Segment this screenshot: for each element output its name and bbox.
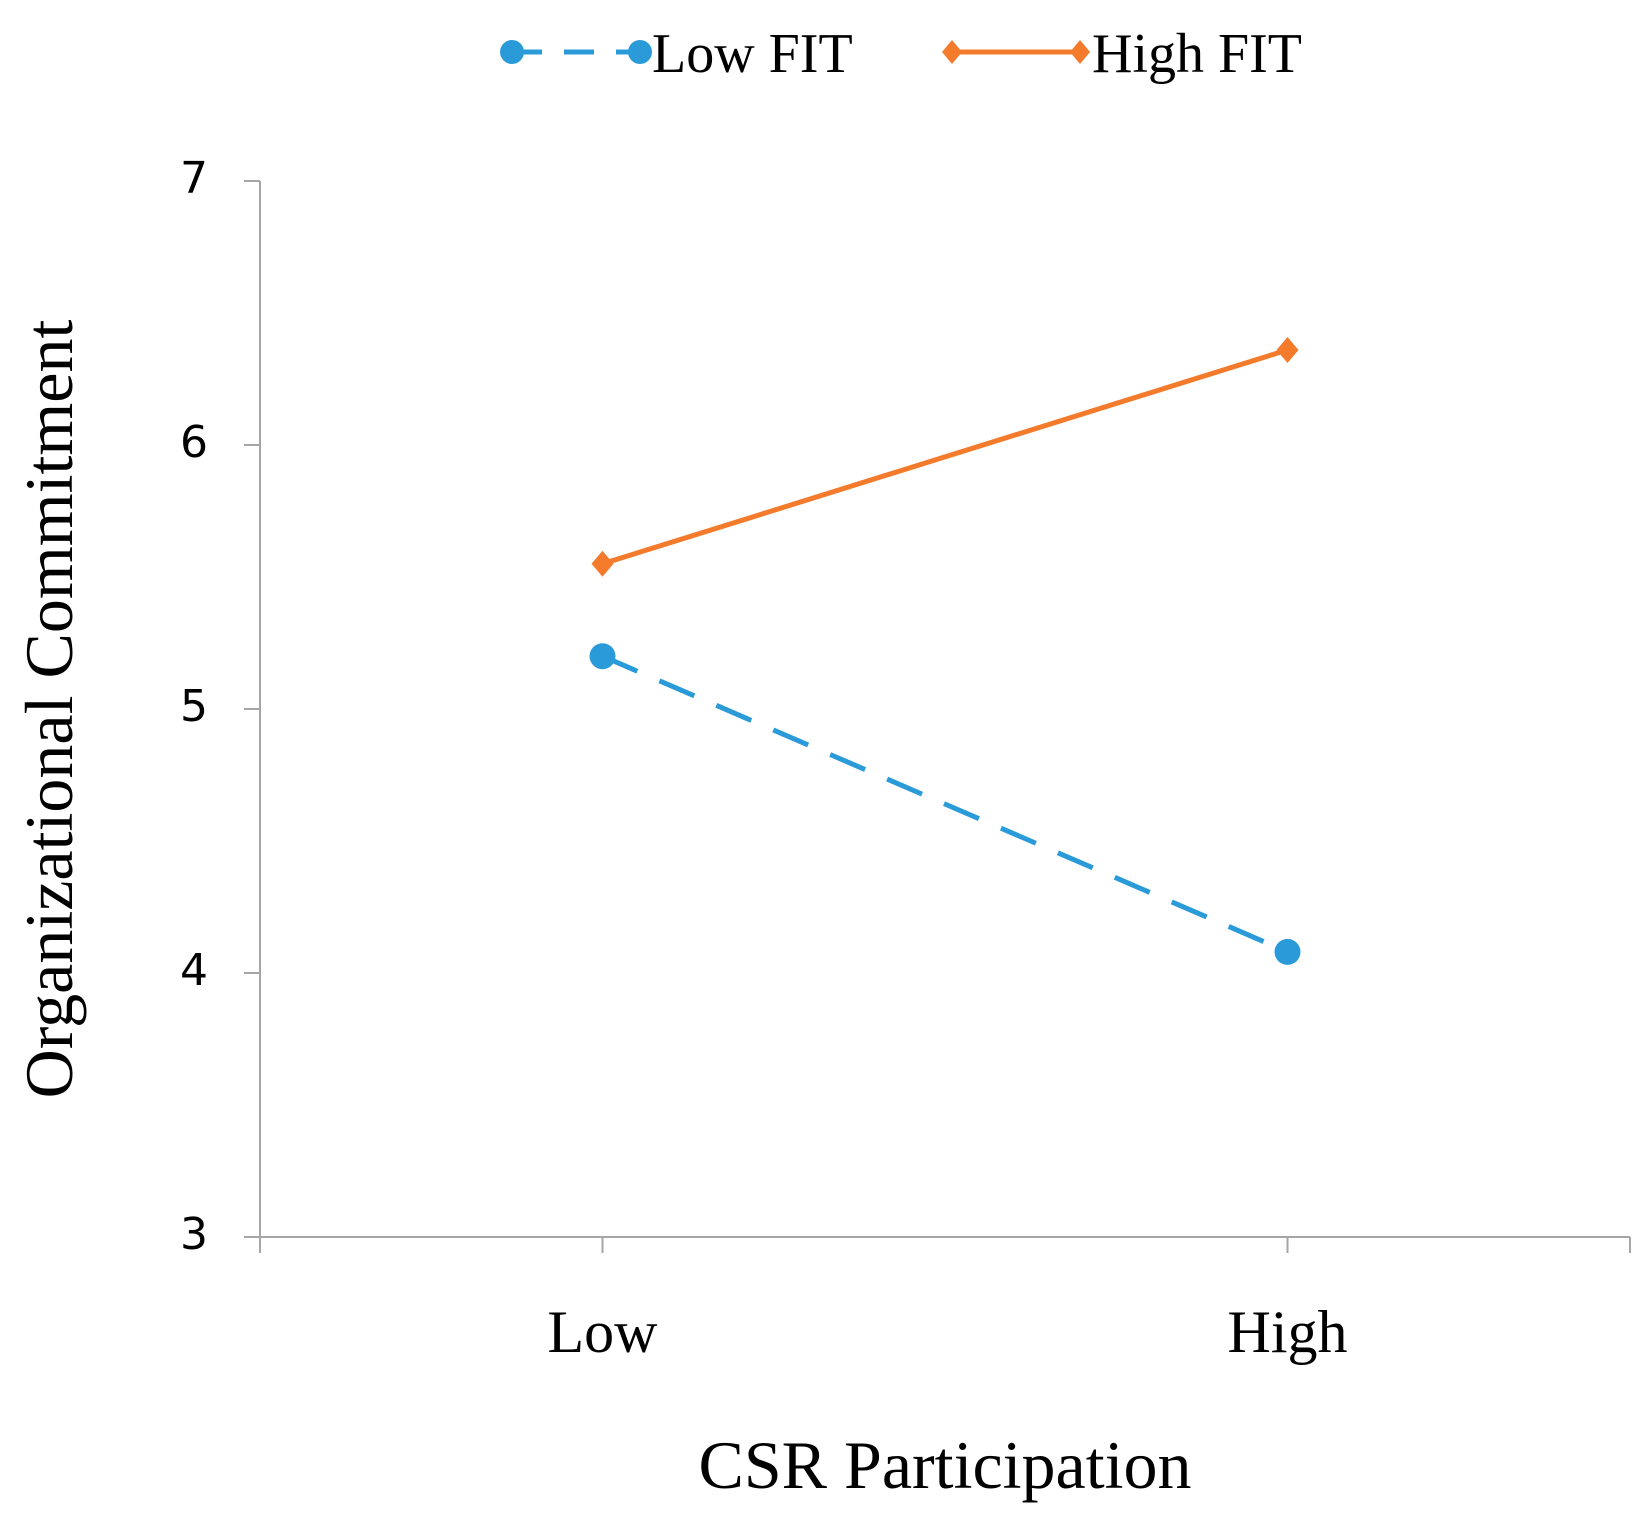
x-axis-title: CSR Participation [699, 1427, 1192, 1503]
y-tick-label-4: 4 [180, 945, 208, 996]
y-tick-label-6: 6 [180, 417, 208, 468]
legend-swatch-marker-low-fit [500, 40, 524, 64]
y-tick-label-7: 7 [180, 153, 208, 204]
series-low-fit [589, 643, 1301, 965]
legend-item-high-fit: High FIT [942, 23, 1302, 85]
y-axis-title: Organizational Commitment [11, 320, 87, 1099]
data-point-high-fit-low [591, 550, 614, 577]
y-tick-label-3: 3 [180, 1209, 208, 1260]
axes: 3 4 5 6 7 Low High [180, 153, 1631, 1365]
x-tick-label-high: High [1228, 1299, 1348, 1365]
legend-label-high-fit: High FIT [1092, 23, 1302, 85]
legend-swatch-marker-high-fit [942, 40, 962, 64]
x-tick-label-low: Low [548, 1299, 659, 1365]
legend: Low FIT High FIT [500, 23, 1302, 85]
series-line-low-fit [601, 653, 1289, 955]
series-line-high-fit [601, 347, 1289, 567]
y-tick-label-5: 5 [180, 681, 208, 732]
legend-swatch-marker-high-fit-end [1070, 40, 1090, 64]
data-point-high-fit-high [1276, 336, 1299, 363]
series-high-fit [591, 336, 1299, 577]
data-point-low-fit-high [1274, 938, 1301, 965]
legend-item-low-fit: Low FIT [500, 23, 853, 85]
legend-label-low-fit: Low FIT [652, 23, 853, 85]
data-point-low-fit-low [589, 643, 616, 670]
legend-swatch-marker-low-fit-end [628, 40, 652, 64]
